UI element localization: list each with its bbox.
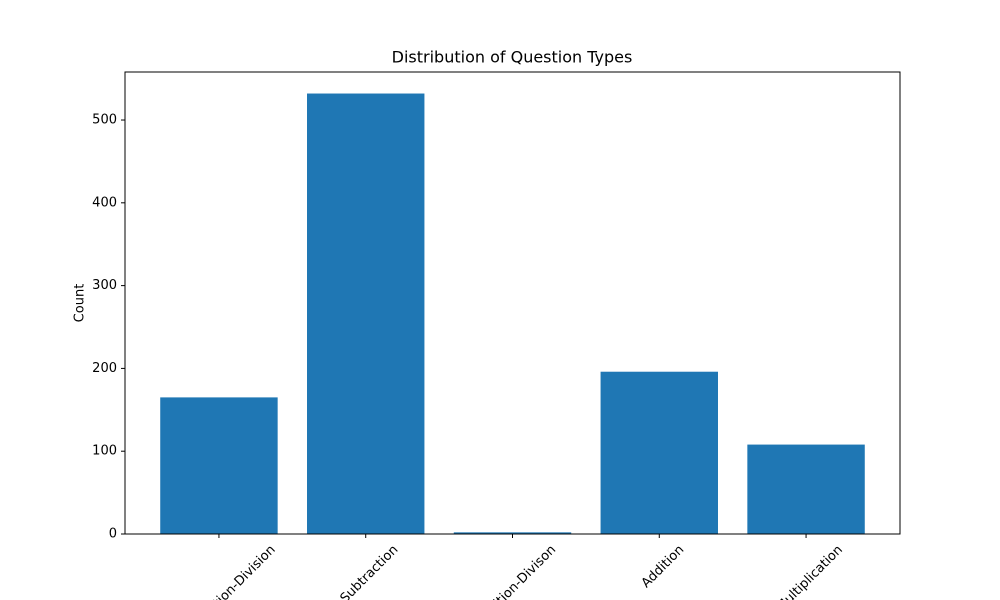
plot-frame [124,71,901,535]
x-tick-label: Addition-Divison [473,542,559,600]
y-tick-label: 0 [109,527,117,542]
chart-title: Distribution of Question Types [392,48,633,67]
bar [307,93,425,534]
x-tick-label: Multiplication [774,542,846,600]
x-tick-label: Addition [639,542,688,591]
x-tick-label: Multiplication-Division [167,542,279,600]
bar [747,444,865,534]
bar [453,532,572,534]
y-tick-label: 100 [92,444,117,459]
y-tick-label: 400 [92,195,117,210]
bar [600,371,718,534]
y-tick-label: 300 [92,278,117,293]
x-tick-label: Subtraction [338,542,402,600]
y-axis-label: Count [73,284,88,323]
y-tick-label: 500 [92,113,117,128]
bar [160,397,278,534]
y-tick-label: 200 [92,361,117,376]
